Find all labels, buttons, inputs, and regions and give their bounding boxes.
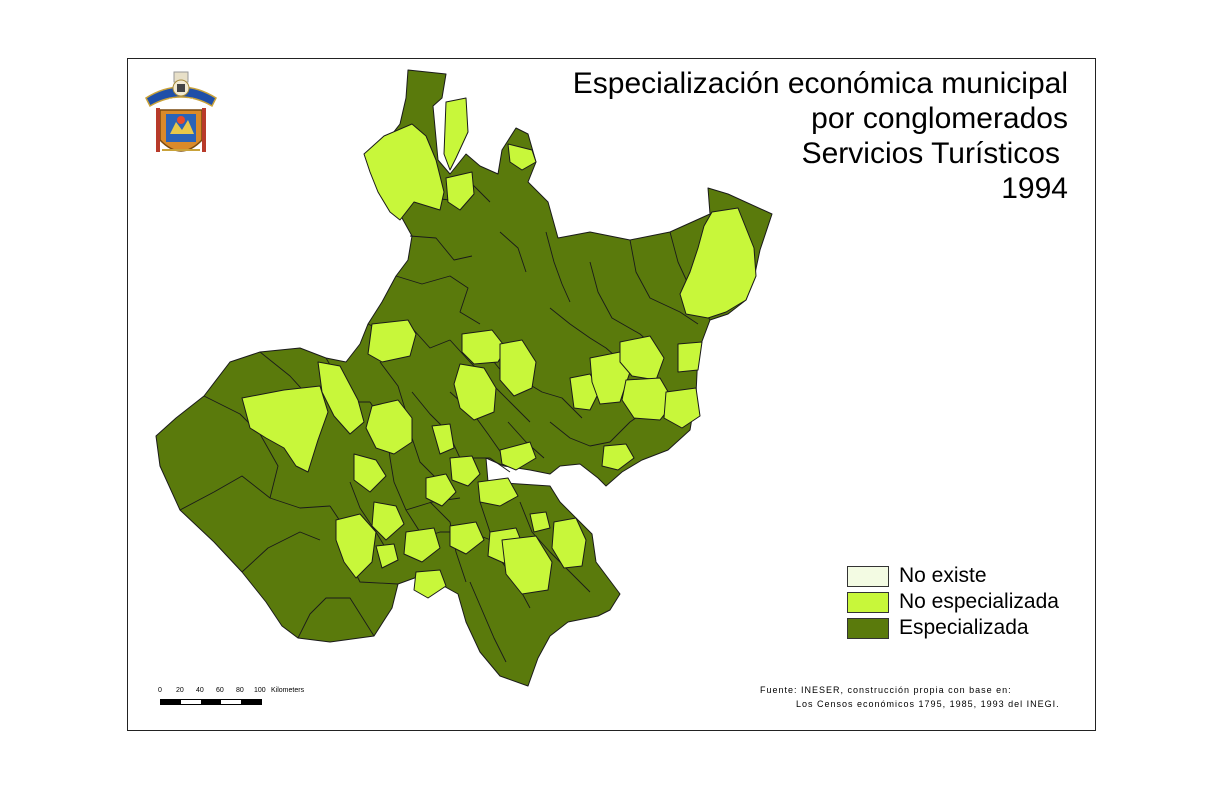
muni-center-b (353, 453, 387, 493)
coat-of-arms-icon: · · · · · · · · (145, 71, 217, 152)
map-legend: No existe No especializada Especializada (847, 563, 1059, 641)
map-title: Especialización económica municipal por … (573, 66, 1068, 206)
scale-tick: 0 (158, 687, 162, 694)
legend-item-no-existe: No existe (847, 563, 1059, 589)
muni-east-f (663, 387, 701, 429)
muni-center-d (453, 363, 497, 421)
legend-item-especializada: Especializada (847, 615, 1059, 641)
muni-northeast (679, 207, 757, 319)
muni-south-g (551, 517, 587, 569)
source-note: Fuente: INESER, construcción propia con … (760, 683, 1060, 711)
muni-west-b (317, 361, 365, 435)
legend-label: No especializada (899, 590, 1059, 613)
muni-center-e (499, 339, 537, 397)
scale-tick: 100 (254, 687, 266, 694)
muni-south-b (371, 501, 405, 541)
title-line-4: 1994 (1001, 172, 1068, 205)
muni-south-c (403, 527, 441, 563)
source-line-2: Los Censos económicos 1795, 1985, 1993 d… (796, 699, 1060, 709)
scale-bar-graphic (160, 699, 262, 705)
muni-center-g (449, 455, 481, 487)
muni-west-a (241, 385, 329, 473)
muni-south-f (501, 535, 553, 595)
muni-center-h (425, 473, 457, 507)
muni-center-j (499, 441, 537, 471)
legend-swatch-especializada (847, 617, 889, 639)
scale-ticks: 0 20 40 60 80 100 Kilometers (158, 687, 318, 697)
muni-east-d (621, 377, 675, 421)
muni-south-h (529, 511, 551, 533)
muni-east-e (677, 341, 703, 373)
title-line-3: Servicios Turísticos (801, 137, 1060, 170)
muni-central-north (367, 319, 417, 363)
muni-east-g (601, 443, 635, 471)
scale-tick: 20 (176, 687, 184, 694)
muni-south-d (449, 521, 485, 555)
muni-south-a (335, 513, 377, 579)
source-line-1: Fuente: INESER, construcción propia con … (760, 685, 1012, 695)
scale-tick: 60 (216, 687, 224, 694)
jalisco-municipalities-map (155, 69, 773, 687)
scale-unit: Kilometers (271, 687, 305, 694)
muni-north-large (363, 123, 445, 221)
muni-south-j (375, 543, 399, 569)
muni-south-i (413, 569, 447, 599)
muni-north-small (445, 171, 475, 211)
muni-center-c (461, 329, 507, 365)
legend-item-no-especializada: No especializada (847, 589, 1059, 615)
scale-tick: 80 (236, 687, 244, 694)
legend-swatch-no-especializada (847, 591, 889, 613)
muni-center-i (477, 477, 519, 507)
svg-text:· · · · · · · ·: · · · · · · · · (169, 96, 193, 102)
legend-swatch-no-existe (847, 565, 889, 587)
muni-north-strip (443, 97, 469, 171)
muni-center-a (365, 399, 413, 455)
muni-center-f (431, 423, 455, 455)
title-line-1: Especialización económica municipal (572, 67, 1068, 100)
legend-label: Especializada (899, 616, 1029, 639)
legend-label: No existe (899, 564, 987, 587)
scale-tick: 40 (196, 687, 204, 694)
muni-north-small-2 (507, 143, 537, 171)
title-line-2: por conglomerados (811, 102, 1068, 135)
scale-bar: 0 20 40 60 80 100 Kilometers (158, 687, 318, 705)
